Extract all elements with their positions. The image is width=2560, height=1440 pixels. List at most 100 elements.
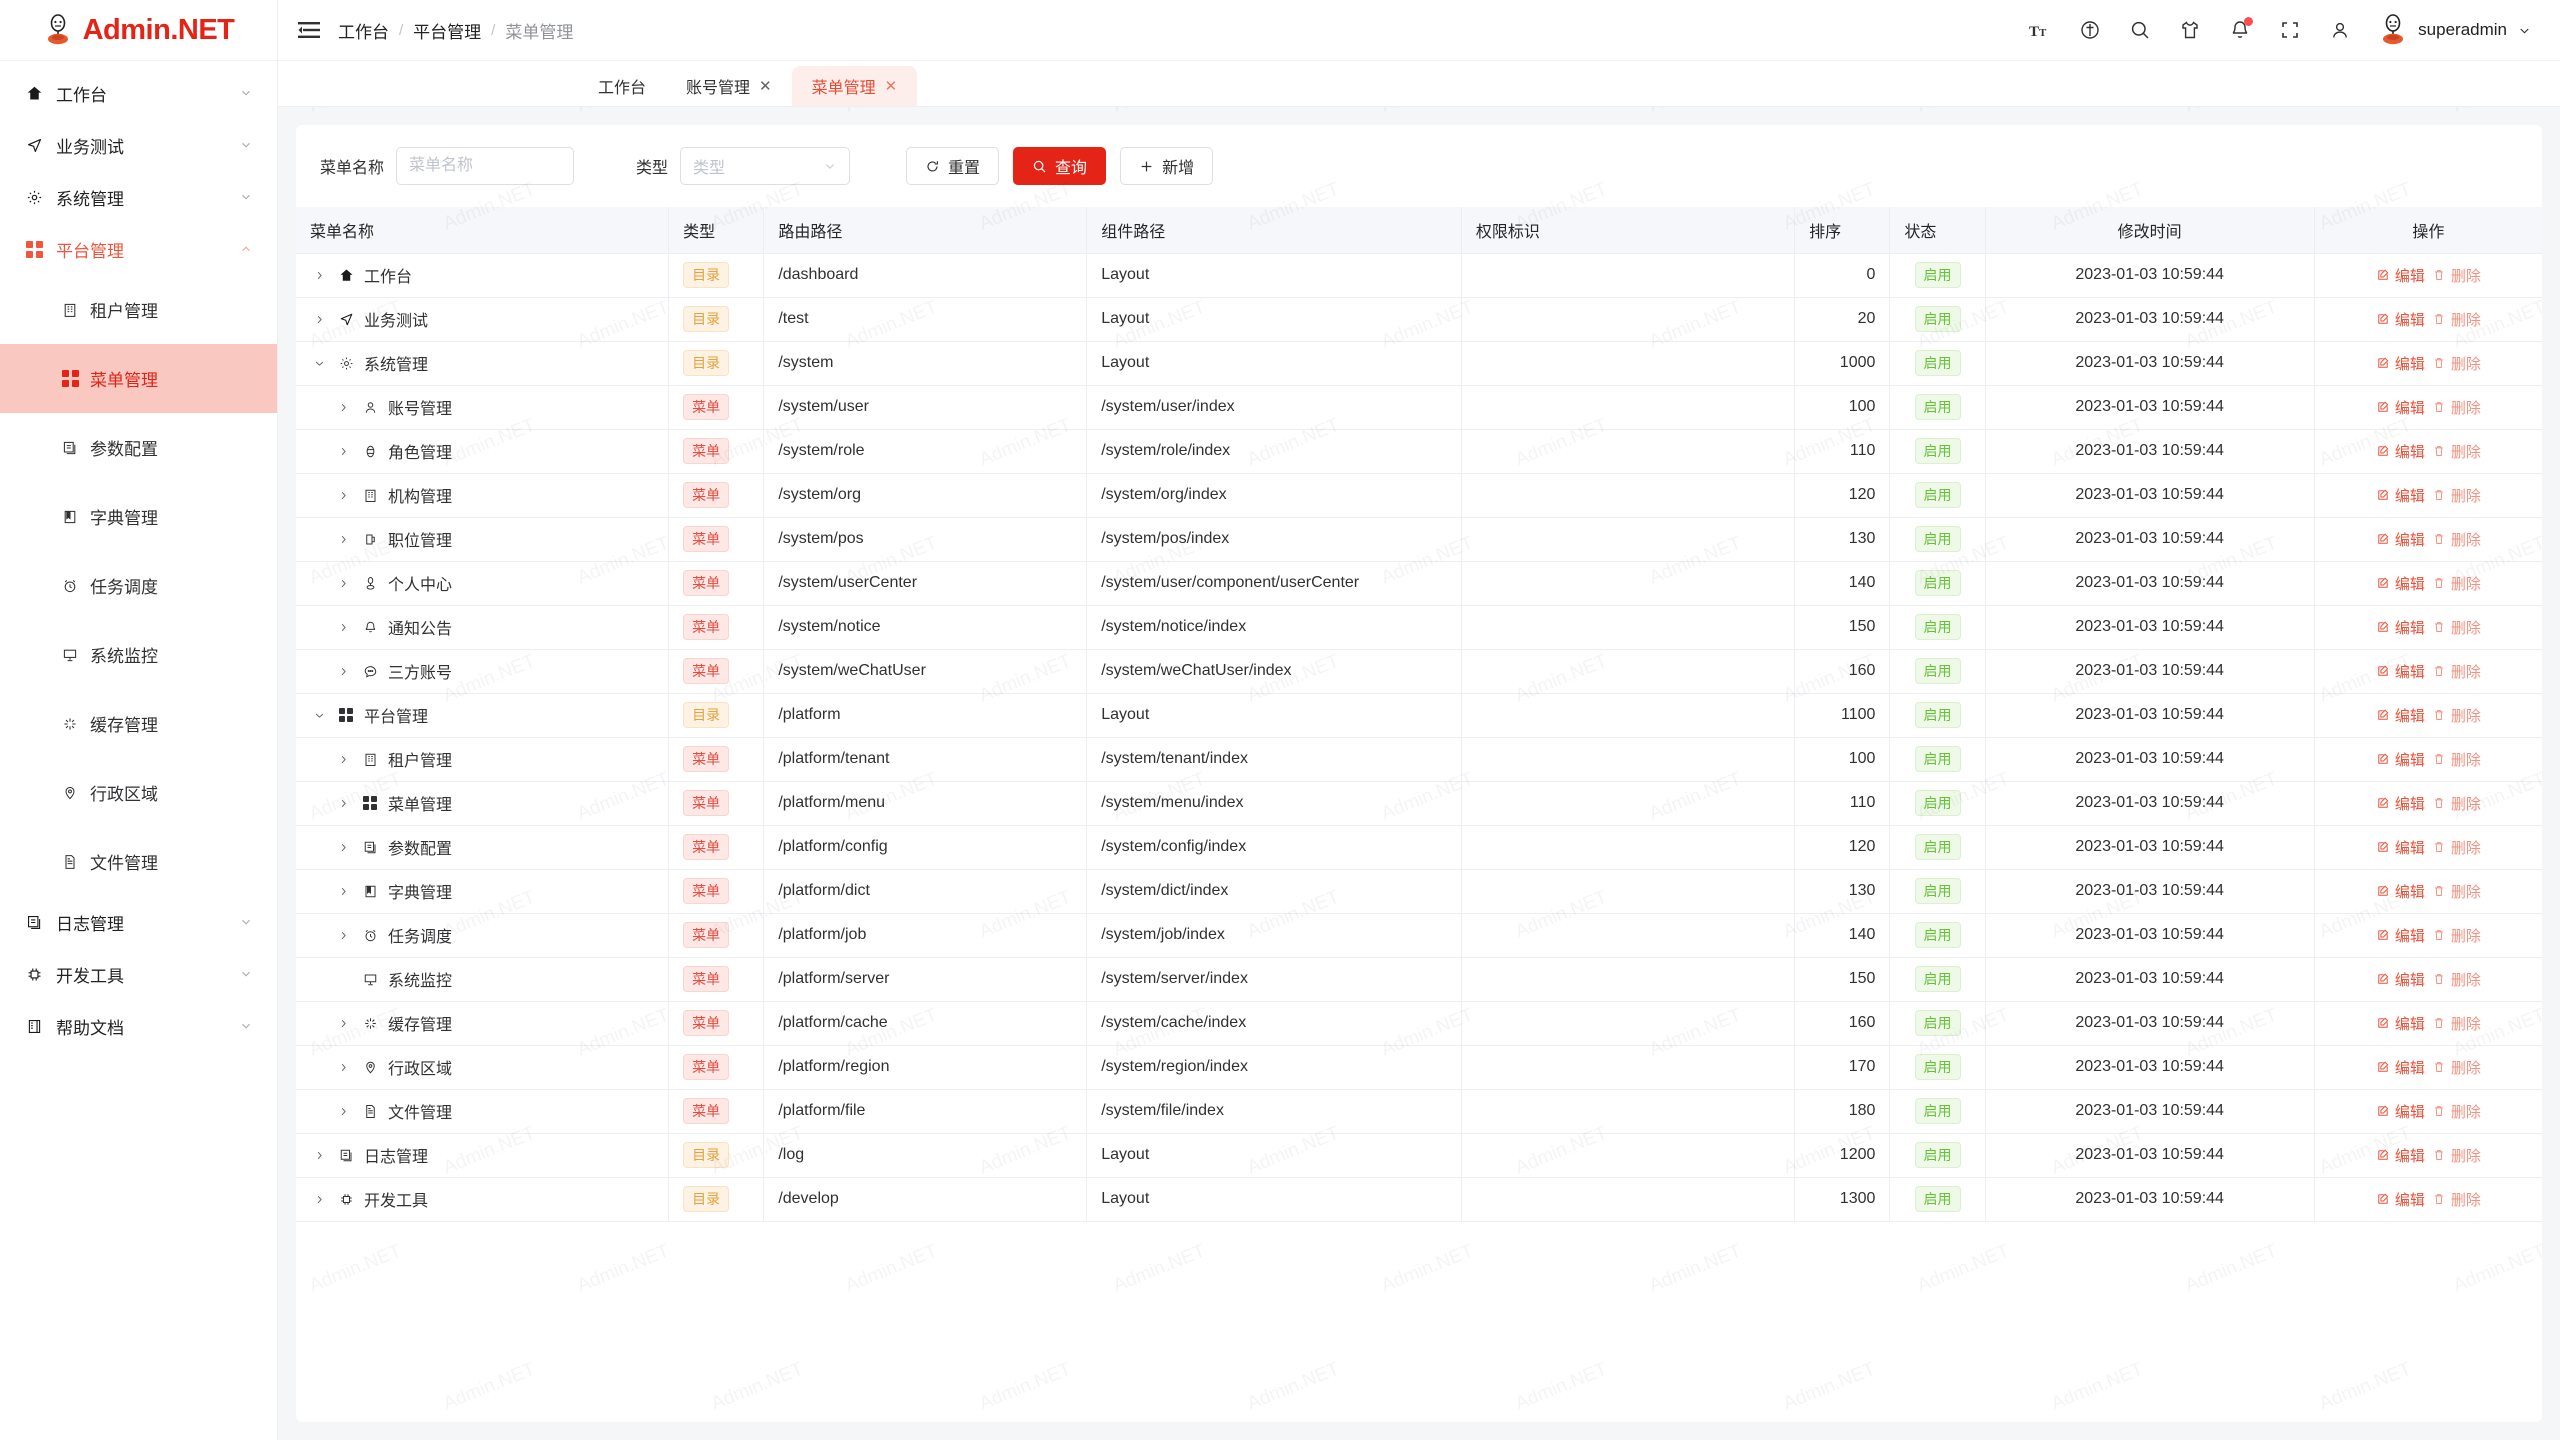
sidebar-item-菜单管理[interactable]: 菜单管理 [0,344,277,413]
chevron-down-icon[interactable] [239,1019,253,1033]
table-row[interactable]: 缓存管理 菜单/platform/cache/system/cache/index… [296,1001,2542,1046]
chevron-right-icon[interactable] [334,886,352,897]
table-row[interactable]: 行政区域 菜单/platform/region/system/region/ind… [296,1045,2542,1090]
sidebar-item-文件管理[interactable]: 文件管理 [0,827,277,896]
sidebar-item-缓存管理[interactable]: 缓存管理 [0,689,277,758]
menu-name-input[interactable] [396,147,575,185]
chevron-right-icon[interactable] [334,402,352,413]
edit-button[interactable]: 编辑 [2376,397,2425,418]
edit-button[interactable]: 编辑 [2376,617,2425,638]
delete-button[interactable]: 删除 [2432,793,2481,814]
edit-button[interactable]: 编辑 [2376,1101,2425,1122]
table-row[interactable]: 字典管理 菜单/platform/dict/system/dict/index 13… [296,869,2542,914]
delete-button[interactable]: 删除 [2432,1189,2481,1210]
sidebar-item-行政区域[interactable]: 行政区域 [0,758,277,827]
type-select[interactable]: 类型 [680,147,851,185]
edit-button[interactable]: 编辑 [2376,353,2425,374]
table-row[interactable]: 个人中心 菜单/system/userCenter/system/user/com… [296,561,2542,606]
chevron-right-icon[interactable] [334,930,352,941]
table-row[interactable]: 平台管理 目录/platform Layout 1100 启用 2023-01-03 10… [296,693,2542,738]
table-row[interactable]: 角色管理 菜单/system/role/system/role/index 110 启… [296,429,2542,474]
delete-button[interactable]: 删除 [2432,265,2481,286]
edit-button[interactable]: 编辑 [2376,265,2425,286]
table-row[interactable]: 通知公告 菜单/system/notice/system/notice/index… [296,605,2542,650]
chevron-down-icon[interactable] [239,915,253,929]
delete-button[interactable]: 删除 [2432,749,2481,770]
tab-close-icon[interactable]: ✕ [884,77,898,95]
table-row[interactable]: 文件管理 菜单/platform/file/system/file/index 18… [296,1089,2542,1134]
chevron-down-icon[interactable] [239,967,253,981]
chevron-down-icon[interactable] [310,358,328,369]
edit-button[interactable]: 编辑 [2376,969,2425,990]
chevron-right-icon[interactable] [334,578,352,589]
chevron-right-icon[interactable] [334,490,352,501]
delete-button[interactable]: 删除 [2432,1101,2481,1122]
sidebar-item-任务调度[interactable]: 任务调度 [0,551,277,620]
table-row[interactable]: 系统监控 菜单/platform/server/system/server/ind… [296,957,2542,1002]
edit-button[interactable]: 编辑 [2376,793,2425,814]
chevron-down-icon[interactable] [310,710,328,721]
delete-button[interactable]: 删除 [2432,705,2481,726]
chevron-right-icon[interactable] [310,1150,328,1161]
edit-button[interactable]: 编辑 [2376,573,2425,594]
sidebar-item-业务测试[interactable]: 业务测试 [0,119,277,171]
chevron-down-icon[interactable] [239,86,253,100]
delete-button[interactable]: 删除 [2432,397,2481,418]
chevron-right-icon[interactable] [334,842,352,853]
table-row[interactable]: 日志管理 目录/log Layout 1200 启用 2023-01-03 10:59:4… [296,1133,2542,1178]
table-row[interactable]: 工作台 目录/dashboard Layout 0 启用 2023-01-03 10:59… [296,253,2542,298]
table-row[interactable]: 任务调度 菜单/platform/job/system/job/index 140 启… [296,913,2542,958]
chevron-right-icon[interactable] [334,622,352,633]
query-button[interactable]: 查询 [1013,147,1107,185]
sidebar-item-参数配置[interactable]: 参数配置 [0,413,277,482]
hamburger-icon[interactable] [298,21,320,39]
edit-button[interactable]: 编辑 [2376,837,2425,858]
delete-button[interactable]: 删除 [2432,441,2481,462]
reset-button[interactable]: 重置 [906,147,1000,185]
table-row[interactable]: 租户管理 菜单/platform/tenant/system/tenant/ind… [296,737,2542,782]
delete-button[interactable]: 删除 [2432,1013,2481,1034]
sidebar-item-租户管理[interactable]: 租户管理 [0,275,277,344]
chevron-up-icon[interactable] [239,242,253,256]
chevron-right-icon[interactable] [334,798,352,809]
edit-button[interactable]: 编辑 [2376,1189,2425,1210]
table-row[interactable]: 账号管理 菜单/system/user/system/user/index 100 启… [296,385,2542,430]
chevron-down-icon[interactable] [239,190,253,204]
delete-button[interactable]: 删除 [2432,969,2481,990]
edit-button[interactable]: 编辑 [2376,661,2425,682]
delete-button[interactable]: 删除 [2432,529,2481,550]
edit-button[interactable]: 编辑 [2376,485,2425,506]
chevron-right-icon[interactable] [310,1194,328,1205]
brand-logo[interactable]: Admin.NET [0,0,277,61]
edit-button[interactable]: 编辑 [2376,1013,2425,1034]
chevron-right-icon[interactable] [310,314,328,325]
table-row[interactable]: 系统管理 目录/system Layout 1000 启用 2023-01-03 10:5… [296,341,2542,386]
delete-button[interactable]: 删除 [2432,309,2481,330]
edit-button[interactable]: 编辑 [2376,749,2425,770]
breadcrumb-item[interactable]: 工作台 [338,22,389,42]
user-menu[interactable]: superadmin [2378,14,2532,46]
sidebar-item-帮助文档[interactable]: 帮助文档 [0,1000,277,1052]
delete-button[interactable]: 删除 [2432,837,2481,858]
edit-button[interactable]: 编辑 [2376,705,2425,726]
search-icon[interactable] [2128,18,2152,42]
edit-button[interactable]: 编辑 [2376,529,2425,550]
delete-button[interactable]: 删除 [2432,485,2481,506]
edit-button[interactable]: 编辑 [2376,881,2425,902]
edit-button[interactable]: 编辑 [2376,309,2425,330]
delete-button[interactable]: 删除 [2432,1145,2481,1166]
edit-button[interactable]: 编辑 [2376,925,2425,946]
delete-button[interactable]: 删除 [2432,353,2481,374]
edit-button[interactable]: 编辑 [2376,1057,2425,1078]
table-row[interactable]: 业务测试 目录/test Layout 20 启用 2023-01-03 10:59:44… [296,297,2542,342]
sidebar-item-开发工具[interactable]: 开发工具 [0,948,277,1000]
theme-color-icon[interactable] [2078,18,2102,42]
notification-bell-icon[interactable] [2228,17,2254,42]
user-icon[interactable] [2328,18,2352,42]
table-row[interactable]: 机构管理 菜单/system/org/system/org/index 120 启用 2… [296,473,2542,518]
edit-button[interactable]: 编辑 [2376,1145,2425,1166]
chevron-right-icon[interactable] [334,1018,352,1029]
chevron-down-icon[interactable] [239,138,253,152]
table-row[interactable]: 三方账号 菜单/system/weChatUser/system/weChatUs… [296,649,2542,694]
